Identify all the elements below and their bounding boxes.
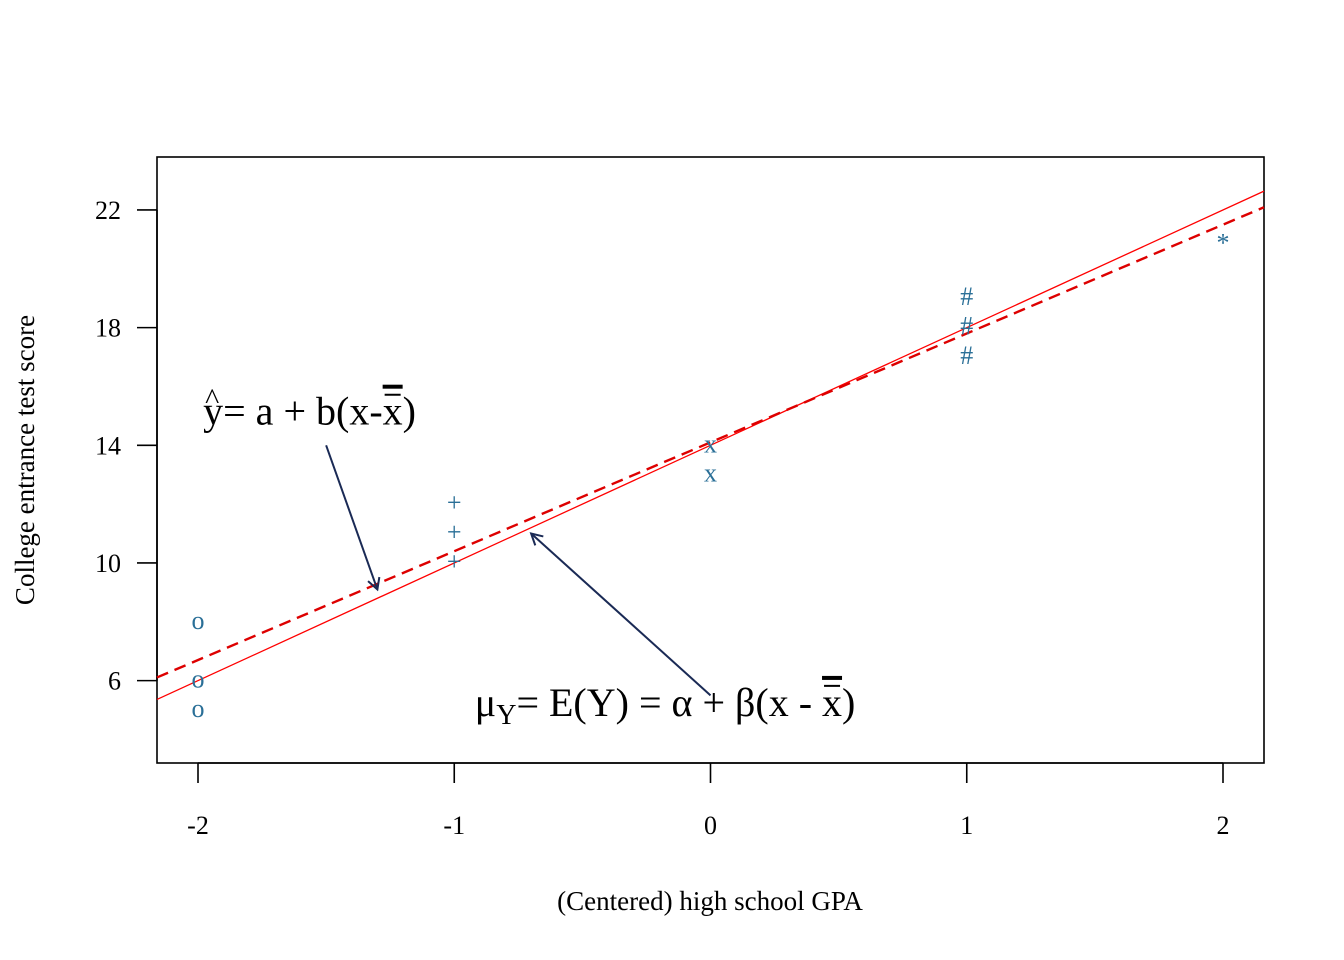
fitted-equation: y= a + b(x-x) [203, 389, 416, 434]
fitted-equation-close: ) [403, 389, 416, 434]
y-tick-label: 22 [95, 196, 121, 225]
y-tick-label: 18 [95, 314, 121, 343]
x-axis: -2 -1 0 1 2 [187, 762, 1230, 840]
data-point: + [447, 518, 462, 547]
fitted-line [156, 206, 1265, 679]
fitted-arrow [325, 444, 377, 589]
x-tick-label: 0 [704, 811, 717, 840]
data-point: x [704, 429, 717, 458]
fitted-equation-body: = a + b(x- [223, 389, 383, 434]
x-tick-label: 1 [960, 811, 973, 840]
data-point: # [960, 312, 973, 341]
data-point: o [192, 694, 205, 723]
data-point: o [192, 665, 205, 694]
mu-symbol: μ [475, 680, 496, 725]
data-point: x [704, 459, 717, 488]
population-equation: μY= E(Y) = α + β(x - x) [475, 680, 856, 731]
data-point: * [1217, 228, 1230, 257]
x-tick-label: -2 [187, 811, 209, 840]
population-arrow [531, 534, 712, 697]
regression-lines [156, 190, 1265, 701]
x-bar-symbol: x [383, 389, 403, 434]
data-point: + [447, 488, 462, 517]
hat-accent: ^ [205, 383, 219, 416]
data-point: o [192, 606, 205, 635]
annotations: y= a + b(x-x)^μY= E(Y) = α + β(x - x) [203, 383, 855, 731]
y-axis-label: College entrance test score [10, 315, 40, 605]
x-tick-label: -1 [443, 811, 465, 840]
y-tick-label: 10 [95, 549, 121, 578]
data-points: ooo+++xx###* [192, 228, 1230, 723]
population-line [156, 190, 1265, 701]
data-point: # [960, 282, 973, 311]
population-equation-close: ) [842, 680, 855, 725]
y-axis: 6 10 14 18 22 [95, 196, 158, 696]
y-hat-symbol: y [203, 389, 223, 434]
y-tick-label: 6 [108, 667, 121, 696]
data-point: + [447, 547, 462, 576]
y-tick-label: 14 [95, 431, 121, 460]
data-point: # [960, 341, 973, 370]
x-bar-symbol: x [822, 680, 842, 725]
x-axis-label: (Centered) high school GPA [557, 886, 863, 916]
mu-subscript: Y [496, 700, 516, 731]
population-equation-body: = E(Y) = α + β(x - [516, 680, 822, 725]
x-tick-label: 2 [1217, 811, 1230, 840]
